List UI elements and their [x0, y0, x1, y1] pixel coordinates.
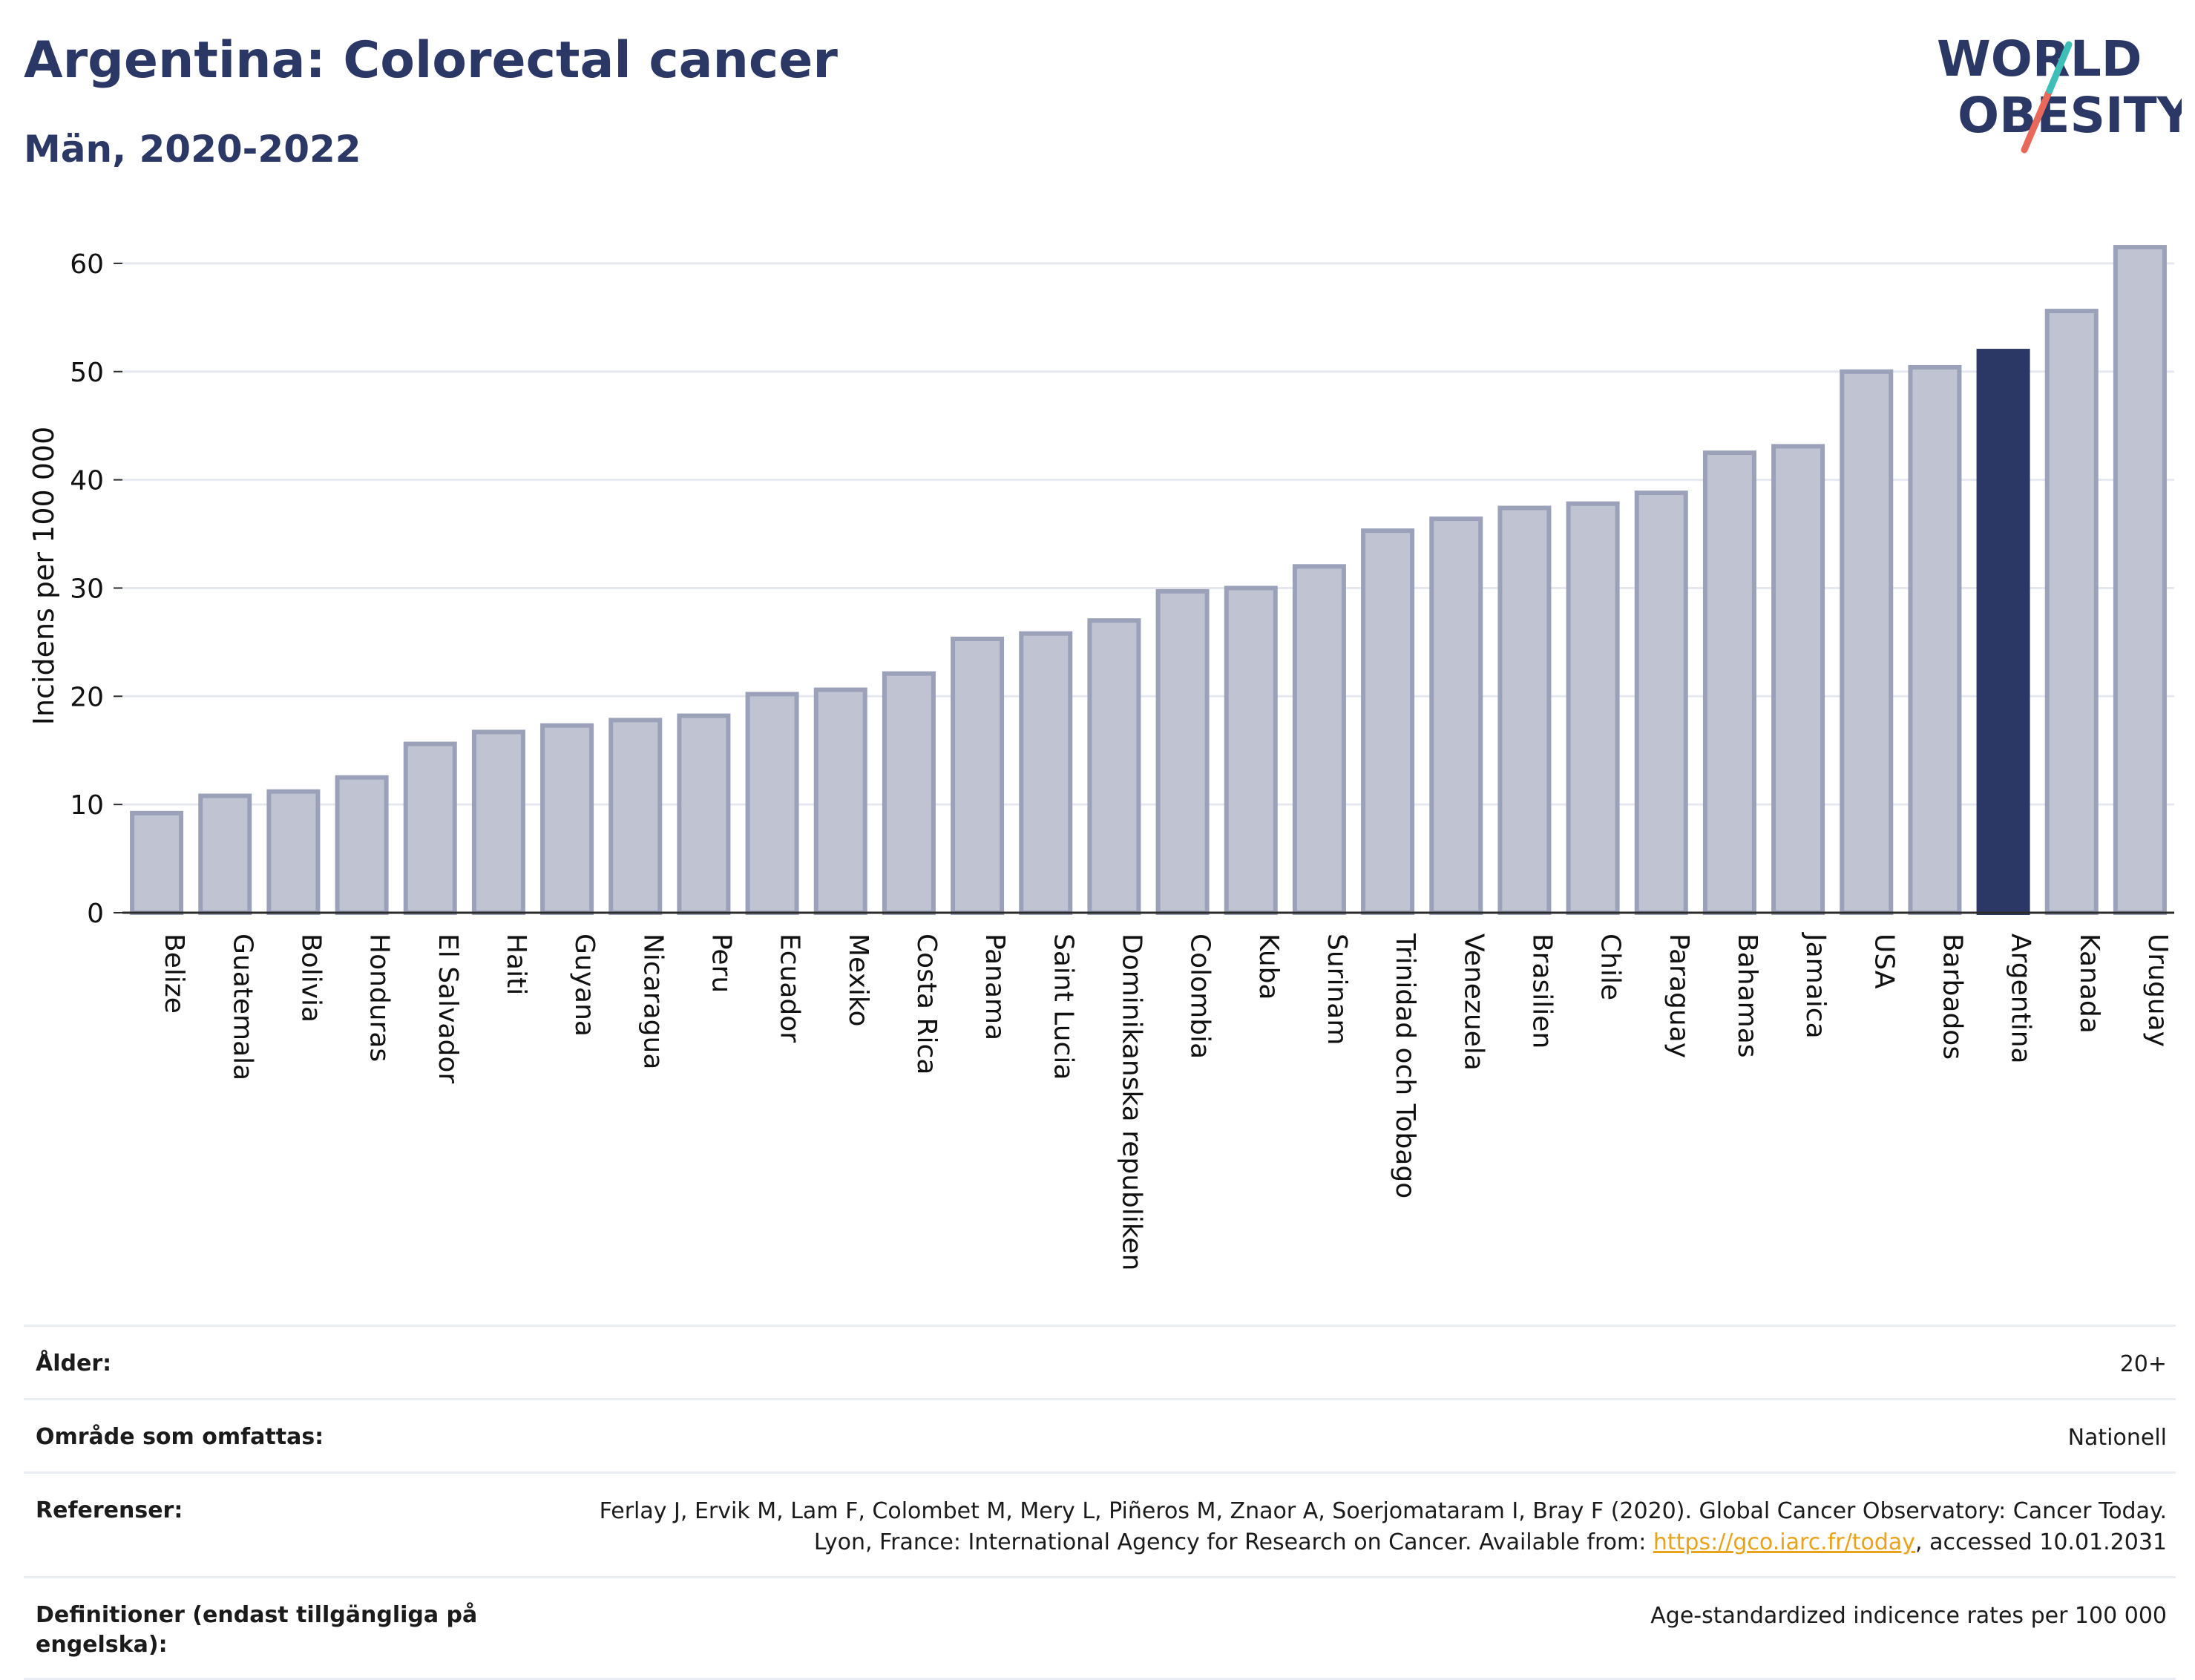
- bar: [1497, 505, 1552, 915]
- info-table: Ålder: 20+ Område som omfattas: Nationel…: [24, 1325, 2176, 1680]
- y-tick-label: 0: [87, 899, 104, 929]
- chart-title: Argentina: Colorectal cancer: [24, 31, 838, 90]
- axes: 0 10 20 30 40 50 60 Belize Guatemala Bolivia Hondu…: [70, 249, 2174, 1270]
- x-tick-label: Peru: [706, 933, 736, 993]
- bar: [1771, 444, 1825, 915]
- y-axis-label: Incidens per 100 000: [27, 427, 60, 726]
- x-tick-label: Paraguay: [1664, 933, 1694, 1058]
- bar: [1224, 585, 1278, 915]
- bar: [608, 718, 663, 915]
- y-tick-label: 50: [70, 358, 104, 388]
- bar: [1840, 369, 1894, 915]
- bar: [335, 775, 389, 915]
- y-tick-label: 60: [70, 249, 104, 280]
- x-tick-label: Kanada: [2074, 933, 2104, 1034]
- references-value: Ferlay J, Ervik M, Lam F, Colombet M, Me…: [571, 1496, 2167, 1558]
- logo-line1: WORLD: [1937, 30, 2142, 88]
- x-tick-label: Guatemala: [227, 933, 257, 1080]
- y-tick-label: 10: [70, 790, 104, 821]
- x-tick-label: Uruguay: [2142, 933, 2173, 1047]
- bar: [813, 687, 867, 916]
- references-accessed: , accessed 10.01.2031: [1915, 1529, 2167, 1555]
- info-row-definitions: Definitioner (endast tillgängliga på eng…: [24, 1576, 2176, 1680]
- x-tick-label: Panama: [980, 933, 1010, 1040]
- x-tick-label: Honduras: [364, 933, 395, 1062]
- references-link[interactable]: https://gco.iarc.fr/today: [1653, 1529, 1916, 1555]
- info-row-references: Referenser: Ferlay J, Ervik M, Lam F, Co…: [24, 1471, 2176, 1576]
- coverage-value: Nationell: [2067, 1425, 2167, 1451]
- coverage-label: Område som omfattas:: [36, 1424, 324, 1450]
- logo-slash-teal: [2046, 41, 2073, 94]
- x-tick-label: Guyana: [569, 933, 600, 1037]
- bar: [1566, 501, 1620, 915]
- bar: [130, 810, 184, 915]
- bar: [1361, 528, 1415, 915]
- x-tick-label: Dominikanska republiken: [1116, 933, 1146, 1270]
- x-tick-label: El Salvador: [433, 933, 463, 1083]
- bar: [471, 729, 525, 916]
- references-text: Ferlay J, Ervik M, Lam F, Colombet M, Me…: [599, 1498, 2167, 1555]
- age-value: 20+: [2119, 1351, 2167, 1377]
- logo-line2: OBESITY: [1958, 87, 2182, 144]
- bar: [1634, 490, 1688, 915]
- y-tick-label: 20: [70, 682, 104, 712]
- y-tick-label: 40: [70, 466, 104, 496]
- x-tick-label: Brasilien: [1526, 933, 1557, 1049]
- x-tick-label: Venezuela: [1458, 933, 1489, 1071]
- bar: [2113, 245, 2167, 915]
- x-tick-label: Bolivia: [295, 933, 326, 1023]
- references-label: Referenser:: [36, 1497, 183, 1523]
- bar: [1019, 631, 1073, 915]
- bar: [403, 741, 457, 915]
- bar: [882, 671, 936, 915]
- bar: [1702, 450, 1756, 915]
- x-tick-label: Ecuador: [775, 933, 805, 1043]
- y-tick-label: 30: [70, 574, 104, 604]
- x-tick-label: USA: [1868, 933, 1899, 989]
- bar: [1087, 618, 1141, 915]
- age-label: Ålder:: [36, 1351, 112, 1377]
- x-tick-label: Colombia: [1185, 933, 1215, 1059]
- bar: [198, 793, 252, 916]
- x-tick-label: Saint Lucia: [1048, 933, 1078, 1080]
- bar: [1292, 564, 1346, 915]
- info-row-age: Ålder: 20+: [24, 1325, 2176, 1398]
- bar: [1155, 588, 1210, 915]
- bar: [1908, 364, 1962, 916]
- x-tick-label: Bahamas: [1732, 933, 1762, 1058]
- bars: [130, 245, 2167, 916]
- bar-chart: 0 10 20 30 40 50 60 Belize Guatemala Bolivia Hondu…: [27, 245, 2174, 1270]
- chart-subtitle: Män, 2020-2022: [24, 128, 361, 171]
- x-tick-label: Jamaica: [1800, 932, 1831, 1039]
- bar: [540, 723, 594, 915]
- info-row-coverage: Område som omfattas: Nationell: [24, 1398, 2176, 1471]
- bar: [2044, 309, 2099, 915]
- bar: [677, 713, 731, 915]
- x-tick-label: Kuba: [1253, 933, 1284, 1000]
- x-tick-label: Argentina: [2006, 933, 2036, 1064]
- x-tick-label: Surinam: [1322, 933, 1352, 1045]
- logo-slash-red: [2021, 87, 2053, 154]
- bar: [951, 637, 1005, 915]
- x-tick-label: Nicaragua: [637, 933, 668, 1069]
- x-tick-label: Chile: [1595, 933, 1626, 1000]
- x-tick-label: Costa Rica: [911, 933, 942, 1074]
- x-tick-label: Belize: [159, 933, 189, 1014]
- bar-highlight: [1976, 349, 2030, 915]
- bar: [1429, 516, 1483, 915]
- bar: [266, 789, 321, 916]
- gridlines: [122, 262, 2174, 806]
- x-tick-label: Haiti: [501, 933, 531, 995]
- world-obesity-logo: WORLD OBESITY: [1937, 30, 2182, 154]
- x-tick-label: Trinidad och Tobago: [1390, 933, 1420, 1198]
- x-tick-label: Mexiko: [843, 933, 873, 1026]
- definitions-value: Age-standardized indicence rates per 100…: [1650, 1603, 2167, 1629]
- bar: [745, 692, 799, 915]
- x-tick-label: Barbados: [1937, 933, 1967, 1060]
- definitions-label: Definitioner (endast tillgängliga på eng…: [36, 1602, 478, 1658]
